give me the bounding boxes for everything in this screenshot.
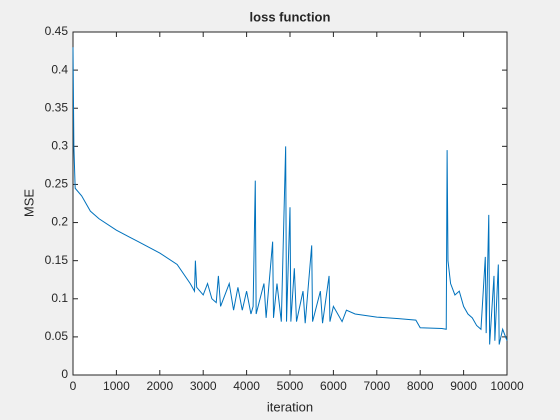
y-tick-label: 0.1 [51, 291, 68, 305]
x-tick-label: 6000 [320, 379, 347, 393]
y-tick-label: 0.15 [45, 253, 69, 267]
x-tick-label: 10000 [490, 379, 524, 393]
x-tick-label: 9000 [450, 379, 477, 393]
y-tick-label: 0.45 [45, 24, 69, 38]
x-tick-label: 0 [70, 379, 77, 393]
y-tick-label: 0.35 [45, 100, 69, 114]
y-tick-label: 0.2 [51, 215, 68, 229]
x-tick-label: 4000 [233, 379, 260, 393]
chart-title: loss function [250, 9, 331, 24]
y-tick-label: 0 [61, 367, 68, 381]
y-tick-label: 0.4 [51, 62, 68, 76]
axes-box [72, 31, 508, 376]
y-tick-label: 0.05 [45, 329, 69, 343]
x-tick-label: 8000 [407, 379, 434, 393]
x-tick-label: 3000 [190, 379, 217, 393]
y-axis-label: MSE [21, 189, 36, 218]
data-line [72, 47, 508, 345]
x-tick-label: 1000 [103, 379, 130, 393]
x-tick-label: 7000 [363, 379, 390, 393]
x-axis-label: iteration [267, 399, 313, 414]
y-tick-label: 0.3 [51, 139, 68, 153]
y-tick-label: 0.25 [45, 177, 69, 191]
x-tick-label: 2000 [146, 379, 173, 393]
x-tick-label: 5000 [277, 379, 304, 393]
